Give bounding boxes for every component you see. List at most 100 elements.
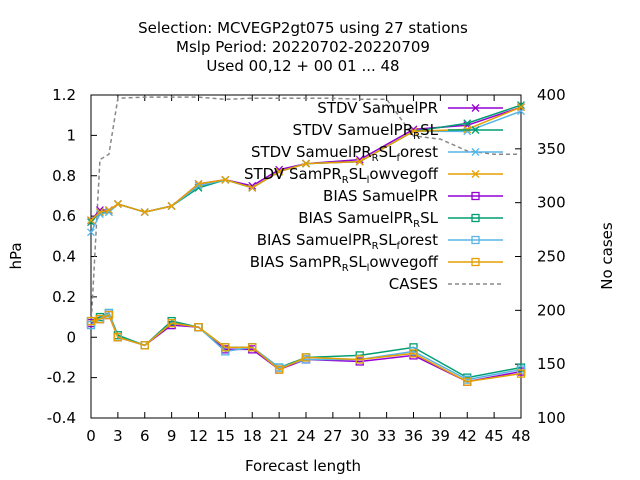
data-point: [301, 353, 311, 362]
data-point: [167, 202, 176, 210]
x-tick-label: 9: [167, 427, 177, 445]
legend-label: BIAS SamuelPR: [323, 187, 438, 205]
y-tick-label: 1: [66, 126, 76, 144]
y2-tick-label: 300: [537, 194, 566, 212]
series-line: [90, 311, 522, 381]
marker-stroke: [355, 157, 364, 166]
legend-text-part: CASES: [389, 275, 438, 293]
data-series: [86, 96, 526, 386]
y2-tick-label: 350: [537, 140, 566, 158]
data-point: [221, 175, 230, 184]
legend-text-part: BIAS SamPR: [250, 253, 342, 271]
x-tick-label: 33: [377, 427, 396, 445]
data-point: [275, 165, 284, 174]
data-point: [140, 341, 149, 350]
legend-text-part: R: [413, 219, 420, 230]
y-tick-label: -0.4: [47, 409, 76, 427]
x-tick-label: 30: [350, 427, 369, 445]
legend-text-part: R: [372, 241, 379, 252]
y-tick-label: 0.8: [52, 167, 76, 185]
x-tick-label: 39: [431, 427, 450, 445]
data-point: [140, 208, 149, 217]
y2-tick-label: 400: [537, 86, 566, 104]
legend-text-part: R: [342, 263, 349, 274]
legend-text-part: l: [367, 263, 370, 274]
marker-stroke: [87, 218, 95, 227]
marker-stroke: [194, 179, 203, 188]
data-point: [355, 355, 364, 364]
data-point: [194, 323, 203, 332]
x-tick-label: 15: [216, 427, 235, 445]
series-4: [86, 310, 526, 386]
marker-stroke: [471, 126, 480, 134]
legend-item: STDV SamuelPRRSLforest: [251, 143, 503, 164]
data-point: [248, 183, 257, 192]
data-point: [221, 343, 230, 352]
y-tick-label: 0: [66, 328, 76, 346]
marker-stroke: [113, 200, 122, 208]
y-tick-label: 1.2: [52, 86, 76, 104]
marker-stroke: [275, 167, 284, 176]
series-line: [90, 312, 522, 379]
series-line: [90, 314, 522, 383]
marker-stroke: [275, 165, 284, 174]
legend-label: BIAS SamuelPRRSL: [298, 209, 438, 230]
data-point: [463, 377, 472, 386]
y2-tick-label: 150: [537, 355, 566, 373]
legend-marker: [471, 257, 480, 267]
data-point: [275, 167, 284, 176]
marker-stroke: [95, 208, 104, 217]
data-point: [86, 316, 96, 326]
data-point: [516, 369, 526, 378]
axes: 0 3 6 9 12 15 18 21 24 27 30 33 36 39 42 45 48-0.4-0.200…: [47, 86, 566, 445]
legend-item: BIAS SamuelPRRSL: [298, 209, 503, 230]
marker-stroke: [248, 181, 257, 190]
data-point: [104, 206, 113, 215]
legend-marker: [471, 126, 480, 134]
data-point: [302, 159, 310, 168]
legend-item: STDV SamPRRSLlowvegoff: [244, 165, 503, 186]
marker-stroke: [471, 104, 480, 112]
y-tick-label: 0.6: [52, 207, 76, 225]
data-point: [87, 218, 95, 227]
legend-label: STDV SamuelPRRSL: [292, 121, 438, 142]
y2-tick-label: 250: [537, 248, 566, 266]
x-tick-label: 27: [323, 427, 342, 445]
legend-text-part: f: [397, 153, 401, 164]
legend-text-part: SL: [379, 143, 398, 161]
marker-stroke: [409, 125, 418, 134]
data-point: [113, 333, 123, 342]
legend-marker: [471, 235, 480, 245]
legend-item: BIAS SamuelPR: [323, 187, 503, 205]
legend-marker: [471, 213, 480, 223]
marker-stroke: [471, 170, 480, 178]
chart-title: Selection: MCVEGP2gt075 using 27 station…: [138, 19, 468, 75]
legend-text-part: f: [397, 241, 401, 252]
legend-text-part: owvegoff: [369, 253, 438, 271]
cases-line: [90, 96, 521, 327]
legend-text-part: STDV SamuelPR: [292, 121, 413, 139]
data-point: [194, 179, 203, 188]
legend-text-part: SL: [349, 253, 368, 271]
title-line-3: Used 00,12 + 00 01 ... 48: [206, 57, 399, 75]
marker-stroke: [248, 183, 257, 192]
legend-text-part: BIAS SamuelPR: [323, 187, 438, 205]
x-tick-label: 18: [243, 427, 262, 445]
legend-text-part: STDV SamPR: [244, 165, 342, 183]
marker-stroke: [104, 208, 113, 217]
legend-marker: [471, 191, 480, 201]
x-tick-label: 45: [485, 427, 504, 445]
x-tick-label: 42: [458, 427, 477, 445]
marker-stroke: [167, 202, 176, 210]
legend-text-part: R: [342, 175, 349, 186]
legend-text-part: SL: [379, 231, 398, 249]
y-tick-label: 0.2: [52, 288, 76, 306]
legend-item: STDV SamuelPRRSL: [292, 121, 503, 142]
y2-axis-label: No cases: [598, 222, 616, 290]
legend-text-part: SL: [420, 121, 439, 139]
data-point: [409, 127, 418, 136]
x-tick-label: 6: [140, 427, 150, 445]
data-point: [113, 200, 122, 208]
marker-stroke: [409, 127, 418, 136]
